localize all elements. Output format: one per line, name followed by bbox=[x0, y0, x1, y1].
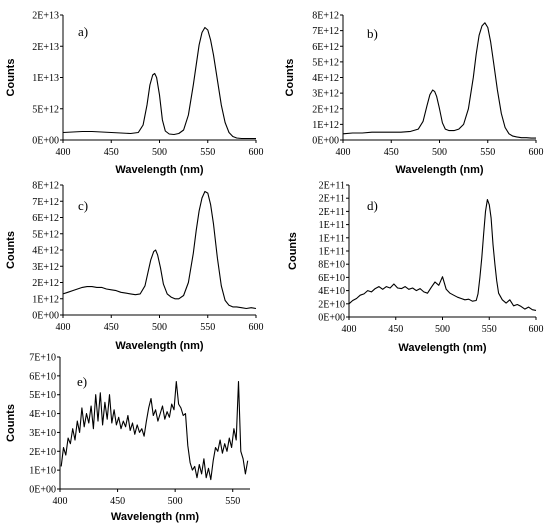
panel-label: a) bbox=[78, 24, 88, 39]
y-tick-label: 6E+12 bbox=[312, 42, 339, 53]
y-tick-label: 0E+00 bbox=[318, 313, 345, 324]
x-tick-label: 550 bbox=[482, 324, 497, 335]
x-tick-label: 500 bbox=[432, 147, 447, 158]
y-tick-label: 6E+10 bbox=[29, 371, 56, 382]
y-tick-label: 0E+00 bbox=[29, 485, 56, 496]
y-tick-label: 5E+12 bbox=[32, 229, 59, 240]
x-tick-label: 600 bbox=[249, 147, 264, 158]
x-tick-label: 550 bbox=[225, 496, 240, 507]
y-tick-label: 0E+00 bbox=[32, 136, 59, 147]
x-tick-label: 500 bbox=[152, 322, 167, 333]
panel-label: b) bbox=[367, 26, 378, 41]
spectrum-line bbox=[62, 26, 256, 140]
spectrum-line bbox=[60, 380, 249, 481]
y-tick-label: 1E+11 bbox=[319, 247, 345, 258]
x-tick-label: 600 bbox=[249, 322, 264, 333]
y-tick-label: 4E+10 bbox=[29, 409, 56, 420]
x-tick-label: 400 bbox=[336, 147, 351, 158]
y-tick-label: 6E+10 bbox=[318, 273, 345, 284]
y-tick-label: 3E+10 bbox=[29, 428, 56, 439]
y-tick-label: 2E+11 bbox=[319, 181, 345, 192]
x-tick-label: 450 bbox=[384, 147, 399, 158]
x-tick-label: 550 bbox=[200, 322, 215, 333]
y-tick-label: 1E+10 bbox=[29, 466, 56, 477]
y-tick-label: 3E+12 bbox=[312, 89, 339, 100]
y-axis-title: Counts bbox=[5, 231, 17, 269]
y-axis-title: Counts bbox=[287, 232, 299, 270]
x-tick-label: 400 bbox=[53, 496, 68, 507]
panel-a: 0E+00 5E+12 1E+13 2E+13 2E+13 400 450 500 550 600… bbox=[5, 11, 264, 177]
y-tick-label: 7E+12 bbox=[32, 197, 59, 208]
x-axis-title: Wavelength (nm) bbox=[395, 164, 484, 176]
y-tick-label: 1E+12 bbox=[312, 120, 339, 131]
y-tick-label: 1E+11 bbox=[319, 220, 345, 231]
spectrum-line bbox=[348, 198, 537, 311]
x-tick-label: 400 bbox=[56, 147, 71, 158]
x-tick-label: 450 bbox=[110, 496, 125, 507]
y-tick-label: 5E+10 bbox=[29, 390, 56, 401]
panel-d: 0E+00 2E+10 4E+10 6E+10 8E+10 1E+11 1E+11 1E+11… bbox=[287, 181, 544, 355]
x-axis-title: Wavelength (nm) bbox=[115, 164, 204, 176]
x-tick-label: 400 bbox=[56, 322, 71, 333]
x-axis-title: Wavelength (nm) bbox=[111, 511, 200, 523]
panel-c: 0E+00 1E+12 2E+12 3E+12 4E+12 5E+12 6E+12 7E+12… bbox=[5, 181, 264, 353]
spectrum-line bbox=[62, 190, 257, 310]
y-tick-label: 2E+10 bbox=[29, 447, 56, 458]
x-tick-label: 550 bbox=[200, 147, 215, 158]
y-tick-label: 4E+10 bbox=[318, 286, 345, 297]
y-tick-label: 4E+12 bbox=[312, 73, 339, 84]
y-tick-label: 6E+12 bbox=[32, 213, 59, 224]
x-tick-label: 500 bbox=[152, 147, 167, 158]
y-tick-label: 7E+10 bbox=[29, 353, 56, 364]
x-tick-label: 450 bbox=[104, 322, 119, 333]
y-axis-title: Counts bbox=[284, 59, 296, 97]
panel-label: c) bbox=[78, 198, 88, 213]
y-tick-label: 2E+13 bbox=[32, 42, 59, 53]
panel-e: 0E+00 1E+10 2E+10 3E+10 4E+10 5E+10 6E+10 7E+10… bbox=[5, 353, 250, 523]
panel-label: e) bbox=[77, 374, 87, 389]
x-axis-title: Wavelength (nm) bbox=[115, 340, 204, 352]
y-tick-label: 2E+11 bbox=[319, 194, 345, 205]
x-tick-label: 600 bbox=[529, 147, 544, 158]
x-tick-label: 550 bbox=[480, 147, 495, 158]
y-tick-label: 8E+10 bbox=[318, 260, 345, 271]
y-tick-label: 1E+11 bbox=[319, 233, 345, 244]
y-tick-label: 1E+12 bbox=[32, 294, 59, 305]
y-tick-label: 5E+12 bbox=[32, 104, 59, 115]
y-tick-label: 2E+12 bbox=[312, 104, 339, 115]
x-tick-label: 450 bbox=[104, 147, 119, 158]
y-tick-label: 4E+12 bbox=[32, 246, 59, 257]
y-tick-label: 8E+12 bbox=[32, 181, 59, 192]
y-tick-label: 7E+12 bbox=[312, 26, 339, 37]
y-tick-label: 3E+12 bbox=[32, 262, 59, 273]
y-axis-title: Counts bbox=[5, 59, 17, 97]
y-tick-label: 2E+13 bbox=[32, 11, 59, 22]
y-tick-label: 8E+12 bbox=[312, 11, 339, 22]
x-tick-label: 600 bbox=[529, 324, 544, 335]
x-tick-label: 500 bbox=[435, 324, 450, 335]
y-tick-label: 2E+10 bbox=[318, 299, 345, 310]
x-axis-title: Wavelength (nm) bbox=[398, 342, 487, 354]
y-tick-label: 2E+12 bbox=[32, 278, 59, 289]
x-tick-label: 400 bbox=[342, 324, 357, 335]
x-tick-label: 500 bbox=[168, 496, 183, 507]
y-tick-label: 5E+12 bbox=[312, 57, 339, 68]
y-tick-label: 0E+00 bbox=[32, 311, 59, 322]
y-tick-label: 0E+00 bbox=[312, 136, 339, 147]
y-tick-label: 1E+13 bbox=[32, 73, 59, 84]
y-tick-label: 2E+11 bbox=[319, 207, 345, 218]
x-tick-label: 450 bbox=[388, 324, 403, 335]
spectrum-line bbox=[342, 22, 536, 139]
panel-b: 0E+00 1E+12 2E+12 3E+12 4E+12 5E+12 6E+12 7E+12… bbox=[284, 11, 544, 177]
y-axis-title: Counts bbox=[5, 404, 17, 442]
panel-label: d) bbox=[367, 198, 378, 213]
